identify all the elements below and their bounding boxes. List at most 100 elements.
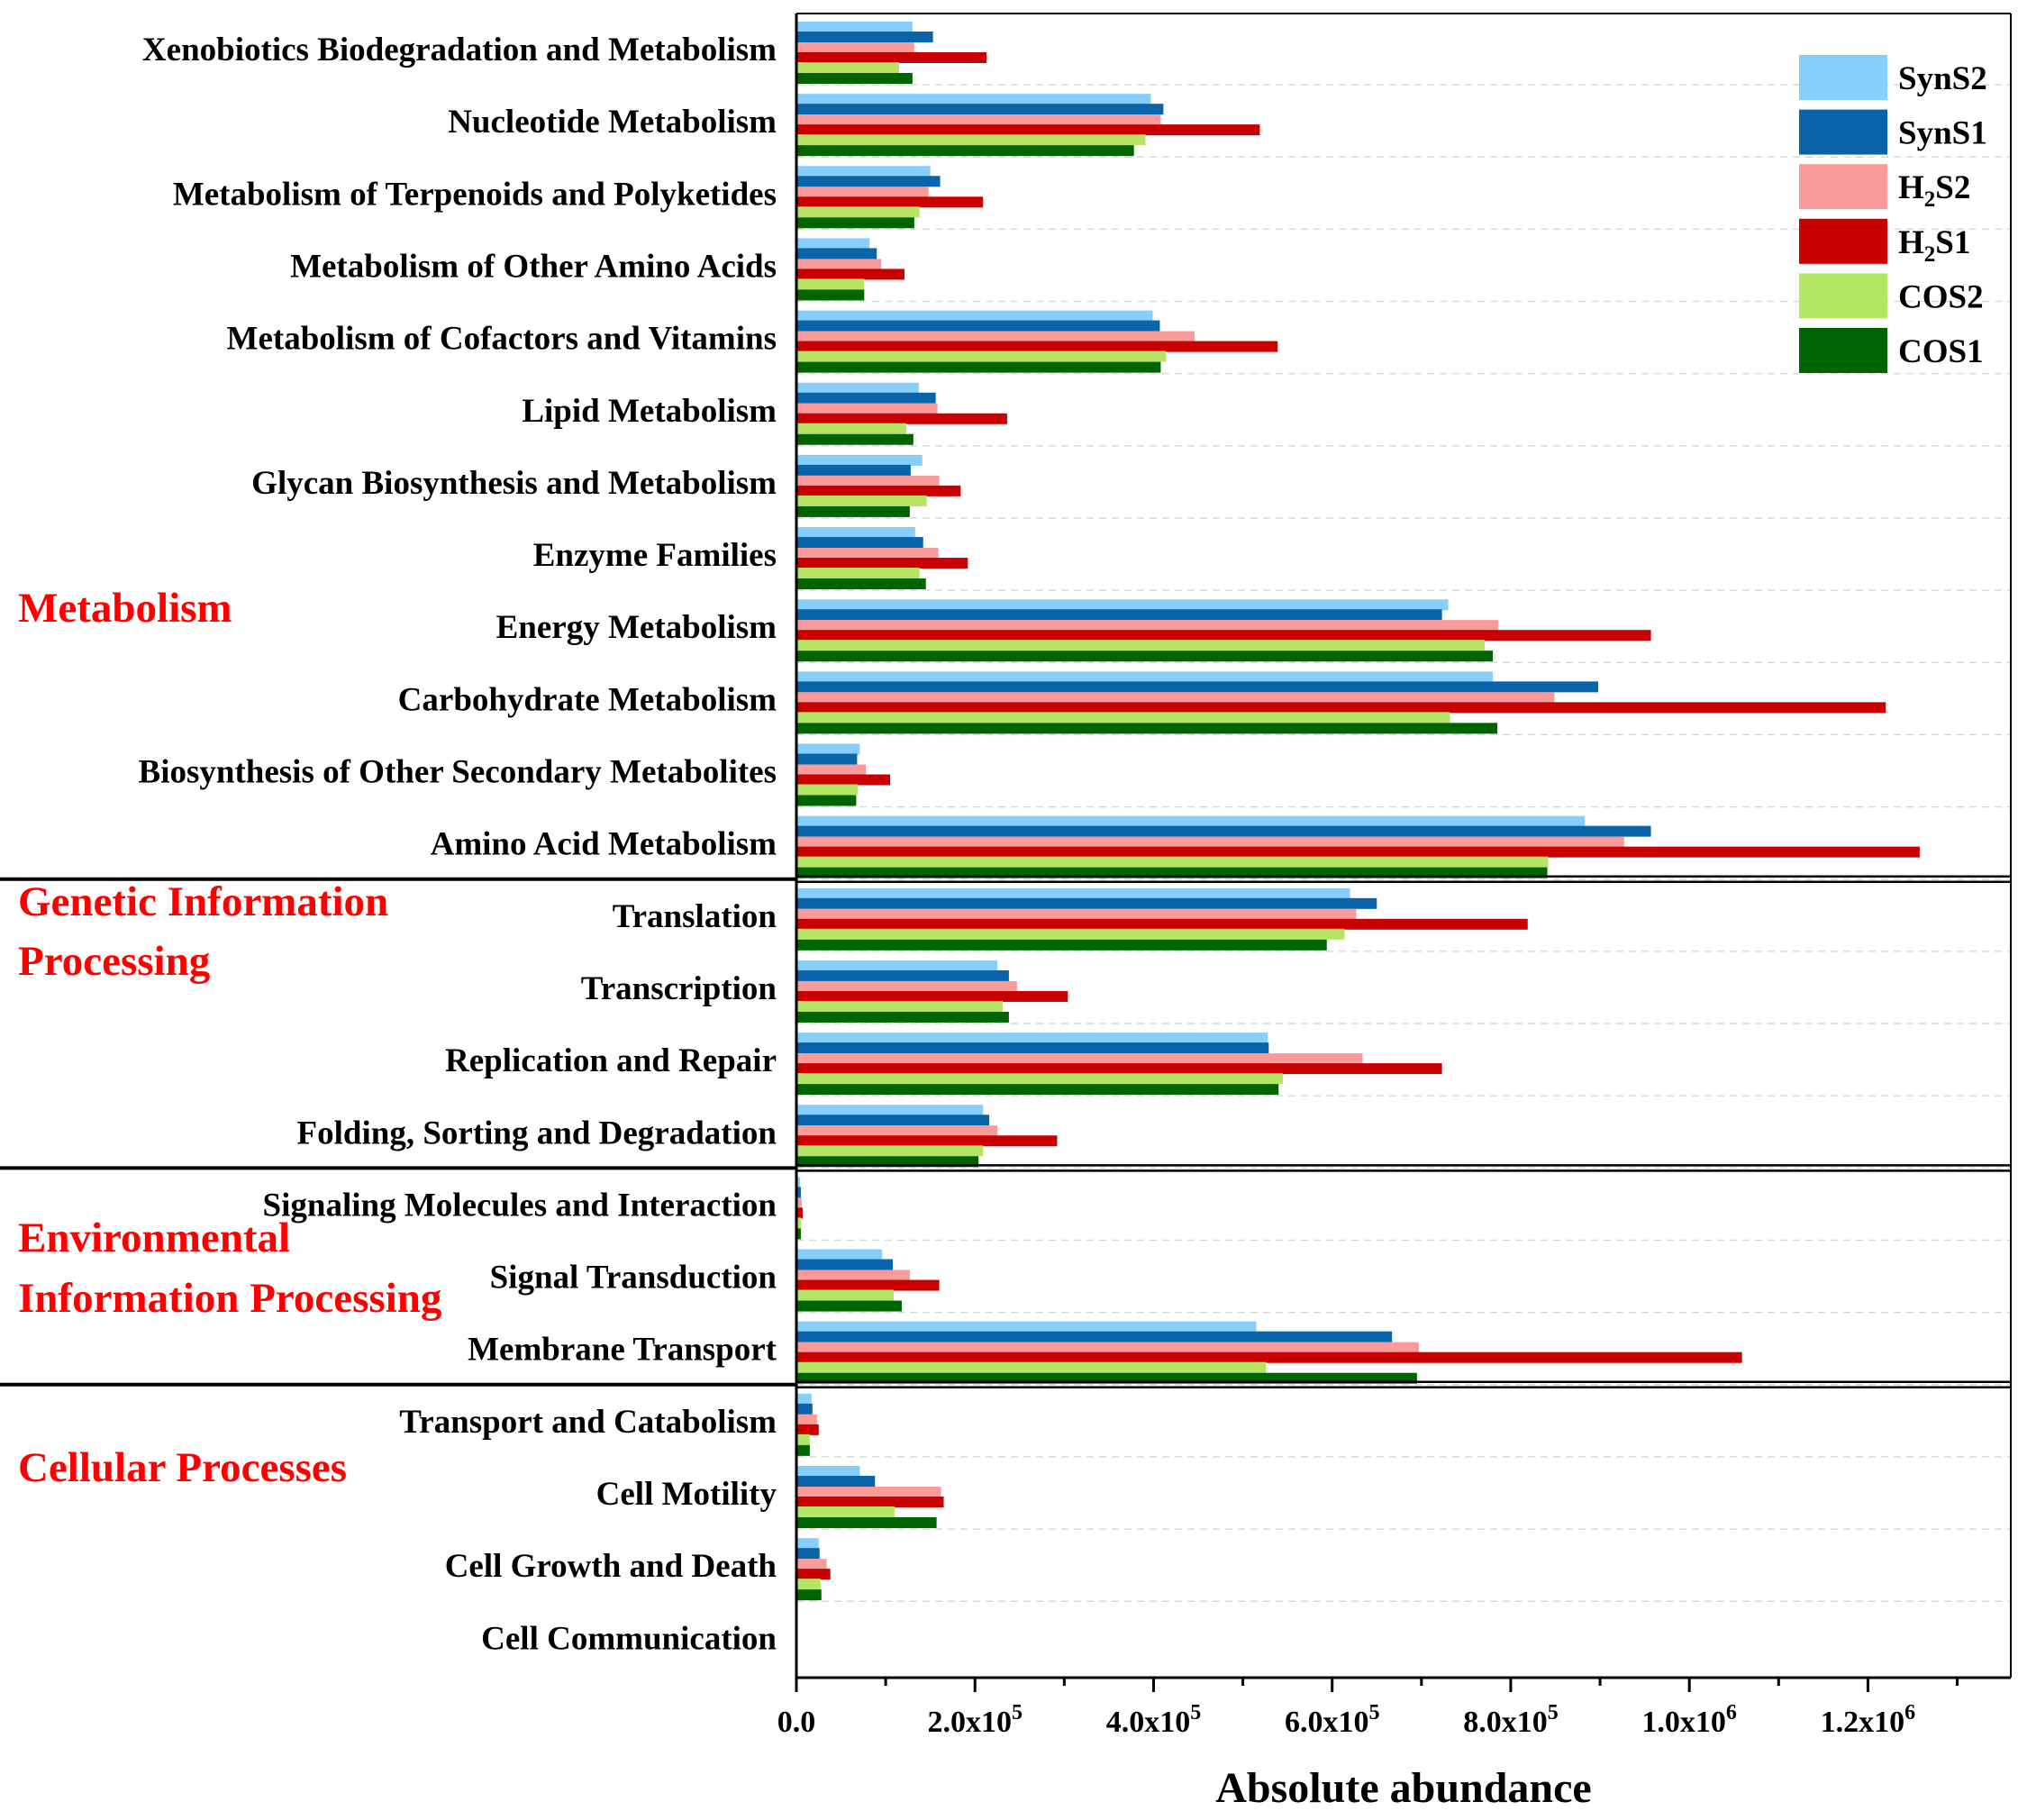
plot-frame [0,13,2012,1678]
group-label-genetic-information-processing: Genetic Information [18,878,388,925]
bar-membrane-transport-cos2 [796,1361,1267,1373]
bar-energy-metabolism-syns1 [796,609,1442,621]
bar-cell-growth-and-death-cos2 [796,1579,821,1590]
legend-label-syns2: SynS2 [1898,60,1987,97]
legend-swatch-h2s2 [1799,164,1887,210]
x-tick-label: 1.2x106 [1821,1701,1916,1739]
bar-signal-transduction-cos2 [796,1289,895,1301]
bar-translation-syns2 [796,887,1350,899]
bar-folding-sorting-and-degradation-h2s2 [796,1125,998,1137]
bar-signaling-molecules-and-interaction-syns2 [796,1177,800,1188]
group-labels: Metabolism Genetic Information Processing E… [18,585,442,1491]
bar-metabolism-of-other-amino-acids-syns2 [796,238,870,250]
category-labels: Xenobiotics Biodegradation and Metabolis… [139,32,777,1657]
bar-metabolism-of-other-amino-acids-cos1 [796,289,865,301]
bar-amino-acid-metabolism-cos2 [796,856,1549,868]
category-label-membrane-transport: Membrane Transport [468,1332,777,1369]
bar-enzyme-families-cos1 [796,578,926,590]
bar-cell-motility-h2s2 [796,1487,941,1497]
bar-metabolism-of-terpenoids-and-polyketides-cos2 [796,206,920,218]
bar-metabolism-of-cofactors-and-vitamins-h2s1 [796,341,1278,352]
bar-translation-h2s1 [796,918,1528,930]
bar-nucleotide-metabolism-cos2 [796,134,1146,146]
bar-metabolism-of-terpenoids-and-polyketides-syns1 [796,176,941,187]
category-label-transcription: Transcription [581,970,777,1007]
bar-enzyme-families-h2s2 [796,548,939,560]
bar-carbohydrate-metabolism-cos2 [796,712,1450,723]
bar-amino-acid-metabolism-h2s1 [796,846,1920,858]
bar-biosynthesis-of-other-secondary-metabolites-h2s2 [796,764,867,776]
bar-signaling-molecules-and-interaction-h2s1 [796,1207,803,1219]
bar-xenobiotics-biodegradation-and-metabolism-h2s1 [796,52,987,63]
bar-transport-and-catabolism-h2s1 [796,1424,819,1435]
bar-transport-and-catabolism-syns1 [796,1403,813,1415]
bar-cell-motility-cos1 [796,1517,937,1528]
bar-amino-acid-metabolism-syns1 [796,825,1651,837]
bar-xenobiotics-biodegradation-and-metabolism-syns1 [796,32,933,42]
bar-cell-growth-and-death-syns2 [796,1538,819,1550]
bar-biosynthesis-of-other-secondary-metabolites-syns2 [796,743,860,755]
bar-replication-and-repair-h2s2 [796,1053,1363,1065]
bar-glycan-biosynthesis-and-metabolism-cos2 [796,495,927,506]
bar-replication-and-repair-cos1 [796,1084,1279,1096]
bars [796,22,1920,1601]
category-label-metabolism-of-cofactors-and-vitamins: Metabolism of Cofactors and Vitamins [227,321,777,358]
bar-biosynthesis-of-other-secondary-metabolites-cos1 [796,795,857,806]
category-label-cell-communication: Cell Communication [481,1620,777,1657]
bar-metabolism-of-cofactors-and-vitamins-cos1 [796,361,1161,373]
bar-xenobiotics-biodegradation-and-metabolism-h2s2 [796,42,914,53]
category-label-amino-acid-metabolism: Amino Acid Metabolism [431,826,777,863]
bar-signal-transduction-h2s2 [796,1269,910,1281]
category-label-translation: Translation [613,898,777,935]
bar-lipid-metabolism-cos2 [796,423,906,434]
bar-folding-sorting-and-degradation-syns1 [796,1115,990,1126]
bar-lipid-metabolism-h2s2 [796,403,938,414]
bar-metabolism-of-other-amino-acids-cos2 [796,278,865,290]
bar-nucleotide-metabolism-syns1 [796,104,1164,115]
bar-translation-cos1 [796,939,1327,951]
category-label-carbohydrate-metabolism: Carbohydrate Metabolism [398,681,777,718]
bar-biosynthesis-of-other-secondary-metabolites-syns1 [796,753,858,765]
bar-metabolism-of-cofactors-and-vitamins-cos2 [796,350,1167,362]
group-label-genetic-information-processing: Processing [18,938,211,985]
category-label-lipid-metabolism: Lipid Metabolism [522,393,777,430]
x-axis-title: Absolute abundance [1215,1764,1591,1812]
bar-xenobiotics-biodegradation-and-metabolism-cos2 [796,62,899,73]
bar-translation-syns1 [796,897,1377,909]
grid-lines [796,84,2011,1602]
bar-signal-transduction-cos1 [796,1300,902,1312]
x-axis: 0.0 2.0x105 4.0x105 6.0x105 8.0x105 1.0x106 1.… [777,1676,2011,1739]
bar-transcription-h2s2 [796,980,1017,992]
bar-transcription-syns1 [796,969,1009,981]
x-tick-label: 6.0x105 [1285,1701,1380,1739]
bar-replication-and-repair-syns2 [796,1033,1268,1044]
category-label-nucleotide-metabolism: Nucleotide Metabolism [448,104,777,141]
bar-nucleotide-metabolism-h2s2 [796,114,1161,126]
bar-replication-and-repair-syns1 [796,1042,1269,1054]
bar-lipid-metabolism-syns2 [796,382,919,394]
category-label-signaling-molecules-and-interaction: Signaling Molecules and Interaction [263,1187,777,1224]
bar-energy-metabolism-h2s2 [796,620,1499,632]
bar-folding-sorting-and-degradation-syns2 [796,1105,984,1116]
bar-transcription-cos1 [796,1011,1009,1023]
bar-glycan-biosynthesis-and-metabolism-syns1 [796,464,911,476]
x-tick-label: 0.0 [777,1706,816,1739]
category-label-cell-growth-and-death: Cell Growth and Death [445,1548,777,1585]
bar-translation-cos2 [796,928,1345,940]
bar-carbohydrate-metabolism-cos1 [796,723,1498,734]
bar-biosynthesis-of-other-secondary-metabolites-h2s1 [796,774,891,786]
bar-transcription-syns2 [796,960,998,971]
bar-signal-transduction-syns1 [796,1259,894,1270]
legend-label-cos2: COS2 [1898,278,1984,315]
legend-swatch-syns2 [1799,55,1887,100]
legend-swatch-h2s1 [1799,218,1887,264]
bar-transport-and-catabolism-cos1 [796,1444,810,1456]
bar-cell-growth-and-death-h2s2 [796,1559,827,1570]
bar-carbohydrate-metabolism-syns2 [796,671,1494,683]
bar-amino-acid-metabolism-syns2 [796,815,1586,827]
category-label-signal-transduction: Signal Transduction [490,1260,777,1297]
bar-lipid-metabolism-h2s1 [796,413,1007,424]
category-label-metabolism-of-other-amino-acids: Metabolism of Other Amino Acids [290,248,777,285]
bar-cell-motility-syns1 [796,1476,876,1487]
bar-xenobiotics-biodegradation-and-metabolism-cos1 [796,73,913,84]
